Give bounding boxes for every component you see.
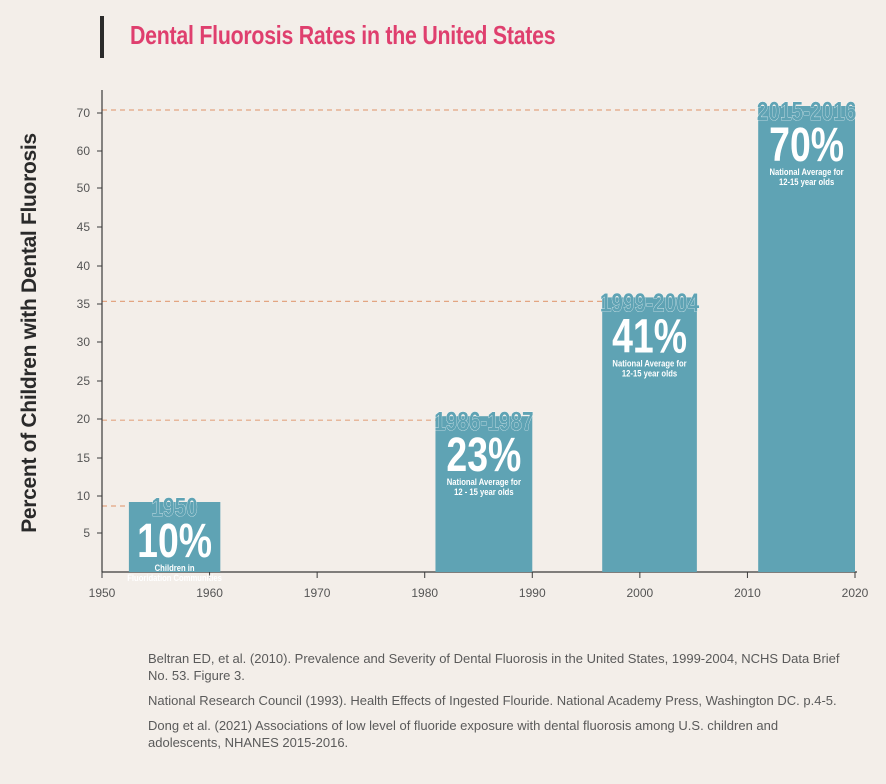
y-tick-label: 5	[83, 526, 90, 540]
bar-period-label: 2015-2016	[757, 97, 856, 126]
y-tick-label: 70	[77, 106, 91, 120]
y-tick-label: 25	[77, 374, 91, 388]
bar-note-line: 12-15 year olds	[779, 176, 835, 187]
title-accent-bar	[100, 16, 104, 58]
y-tick-label: 60	[77, 144, 91, 158]
references: Beltran ED, et al. (2010). Prevalence an…	[148, 650, 848, 759]
chart-title: Dental Fluorosis Rates in the United Sta…	[130, 20, 556, 50]
bar-note-line: Children in	[155, 562, 195, 573]
reference-2: National Research Council (1993). Health…	[148, 693, 837, 708]
bar-note-label: National Average for 12-15 year olds	[769, 166, 844, 187]
reference-3: Dong et al. (2021) Associations of low l…	[148, 718, 779, 750]
bar-value-label: 41%	[612, 310, 687, 364]
bar-note-label: National Average for 12 - 15 year olds	[447, 477, 522, 498]
bar-1999-2004	[602, 297, 697, 572]
bar-note-label: Children in Fluoridation Communities	[127, 562, 222, 583]
bar-value-label: 10%	[137, 515, 212, 569]
x-tick-label: 2010	[734, 586, 761, 600]
y-tick-label: 40	[77, 259, 91, 273]
x-tick-label: 1980	[411, 586, 438, 600]
bar-note-line: National Average for	[447, 477, 522, 488]
bar-note-line: National Average for	[769, 166, 844, 177]
x-tick-label: 1960	[196, 586, 223, 600]
bar-note-line: Fluoridation Communities	[127, 572, 222, 583]
y-tick-label: 35	[77, 297, 91, 311]
bar-note-label: National Average for 12-15 year olds	[612, 358, 687, 379]
bar-value-label: 23%	[446, 429, 521, 483]
bar-value-label: 70%	[769, 119, 844, 173]
x-tick-label: 2020	[842, 586, 869, 600]
x-tick-label: 1950	[89, 586, 116, 600]
x-tick-label: 2000	[627, 586, 654, 600]
bar-note-line: 12-15 year olds	[622, 368, 678, 379]
bar-1986-1987	[435, 416, 533, 572]
y-tick-label: 20	[77, 412, 91, 426]
y-tick-label: 10	[77, 489, 91, 503]
x-tick-label: 1990	[519, 586, 546, 600]
y-tick-label: 30	[77, 335, 91, 349]
chart-plot-area: 5 10 15 20 25 30 35 40 45 50 60 70 1950 1960 1970 1980 1…	[77, 90, 869, 600]
y-tick-label: 50	[77, 181, 91, 195]
bar-period-label: 1999-2004	[600, 288, 699, 317]
bar-1950	[128, 502, 221, 572]
x-tick-label: 1970	[304, 586, 331, 600]
bar-2015-2016	[758, 106, 855, 572]
bar-note-line: National Average for	[612, 358, 687, 369]
y-tick-label: 15	[77, 451, 91, 465]
bar-period-label: 1950	[151, 493, 197, 522]
bar-period-label: 1986-1987	[434, 407, 533, 436]
reference-1: Beltran ED, et al. (2010). Prevalence an…	[148, 651, 840, 683]
bar-note-line: 12 - 15 year olds	[454, 487, 514, 498]
y-tick-label: 45	[77, 220, 91, 234]
